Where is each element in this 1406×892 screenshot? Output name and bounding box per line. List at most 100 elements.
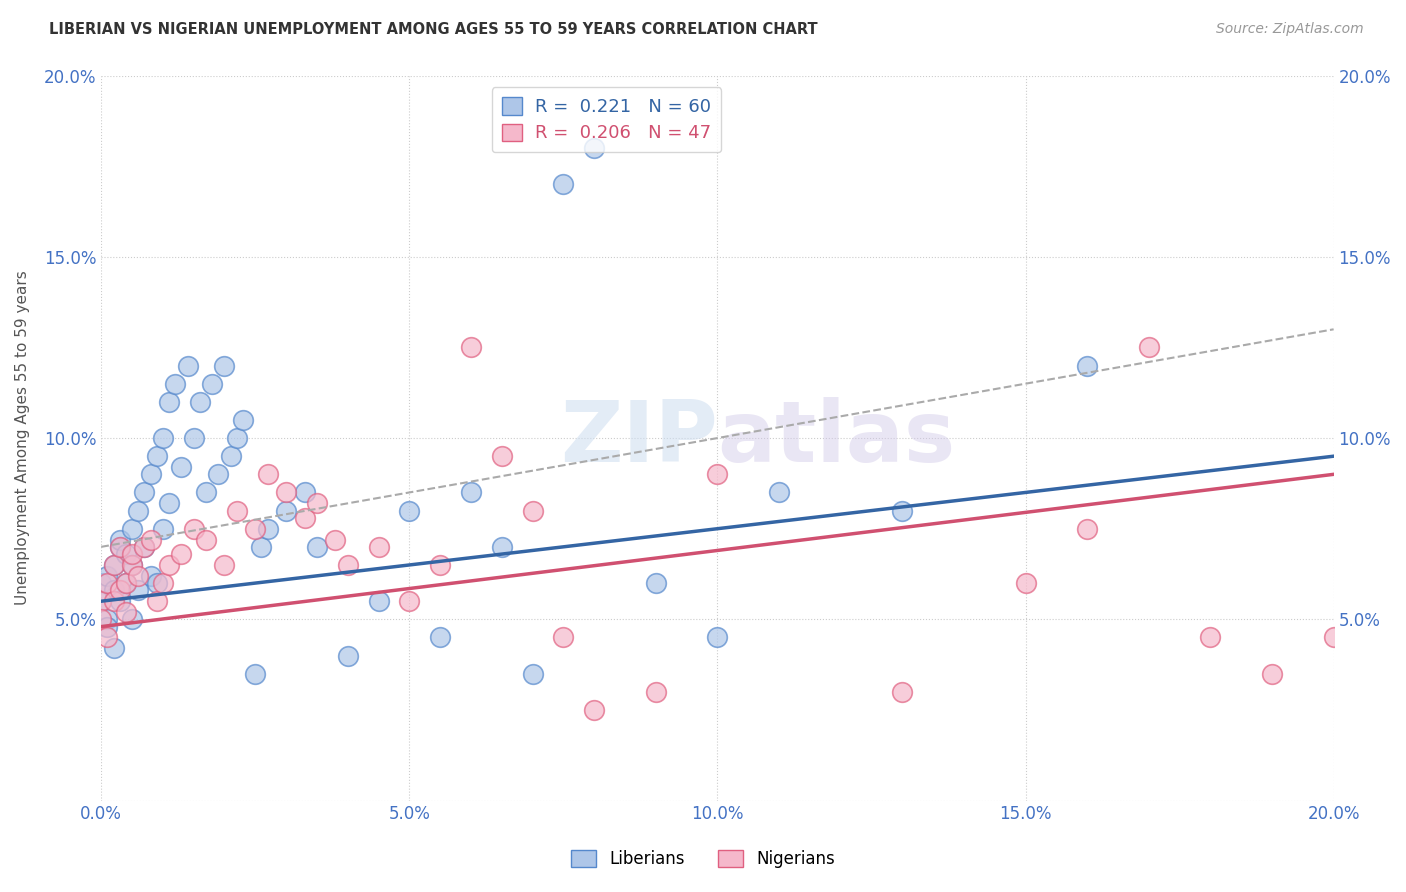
Point bbox=[367, 540, 389, 554]
Point bbox=[491, 449, 513, 463]
Text: LIBERIAN VS NIGERIAN UNEMPLOYMENT AMONG AGES 55 TO 59 YEARS CORRELATION CHART: LIBERIAN VS NIGERIAN UNEMPLOYMENT AMONG … bbox=[49, 22, 818, 37]
Point bbox=[139, 569, 162, 583]
Point bbox=[429, 631, 451, 645]
Point bbox=[891, 503, 914, 517]
Text: Source: ZipAtlas.com: Source: ZipAtlas.com bbox=[1216, 22, 1364, 37]
Point bbox=[90, 594, 112, 608]
Point bbox=[121, 612, 143, 626]
Point bbox=[460, 485, 482, 500]
Point bbox=[121, 558, 143, 572]
Point bbox=[429, 558, 451, 572]
Point bbox=[188, 394, 211, 409]
Point bbox=[157, 558, 180, 572]
Point bbox=[1261, 666, 1284, 681]
Point bbox=[96, 619, 118, 633]
Point bbox=[165, 376, 187, 391]
Point bbox=[232, 413, 254, 427]
Point bbox=[398, 594, 420, 608]
Point bbox=[152, 431, 174, 445]
Point bbox=[176, 359, 198, 373]
Point bbox=[108, 583, 131, 598]
Point bbox=[121, 558, 143, 572]
Point bbox=[152, 522, 174, 536]
Point bbox=[90, 594, 112, 608]
Point bbox=[274, 503, 297, 517]
Point bbox=[96, 576, 118, 591]
Point bbox=[134, 540, 156, 554]
Point bbox=[336, 648, 359, 663]
Point bbox=[145, 576, 167, 591]
Point bbox=[103, 641, 125, 656]
Point bbox=[245, 522, 267, 536]
Point bbox=[115, 576, 138, 591]
Point bbox=[145, 449, 167, 463]
Y-axis label: Unemployment Among Ages 55 to 59 years: Unemployment Among Ages 55 to 59 years bbox=[15, 270, 30, 606]
Text: ZIP: ZIP bbox=[560, 397, 717, 480]
Point bbox=[214, 359, 236, 373]
Point bbox=[127, 569, 149, 583]
Point bbox=[207, 467, 229, 482]
Point bbox=[491, 540, 513, 554]
Point bbox=[1076, 522, 1098, 536]
Point bbox=[367, 594, 389, 608]
Point bbox=[121, 547, 143, 561]
Point bbox=[1137, 340, 1160, 354]
Point bbox=[305, 540, 328, 554]
Point bbox=[398, 503, 420, 517]
Point bbox=[1076, 359, 1098, 373]
Point bbox=[103, 558, 125, 572]
Point bbox=[1014, 576, 1036, 591]
Point bbox=[245, 666, 267, 681]
Point bbox=[250, 540, 273, 554]
Point bbox=[108, 594, 131, 608]
Point bbox=[891, 685, 914, 699]
Legend: Liberians, Nigerians: Liberians, Nigerians bbox=[564, 843, 842, 875]
Point bbox=[157, 394, 180, 409]
Point bbox=[152, 576, 174, 591]
Point bbox=[96, 569, 118, 583]
Point bbox=[201, 376, 224, 391]
Point bbox=[139, 467, 162, 482]
Legend: R =  0.221   N = 60, R =  0.206   N = 47: R = 0.221 N = 60, R = 0.206 N = 47 bbox=[492, 87, 721, 153]
Point bbox=[108, 540, 131, 554]
Point bbox=[522, 666, 544, 681]
Point bbox=[768, 485, 790, 500]
Point bbox=[183, 431, 205, 445]
Point bbox=[644, 685, 666, 699]
Point bbox=[553, 631, 575, 645]
Point bbox=[325, 533, 347, 547]
Point bbox=[583, 141, 606, 155]
Point bbox=[115, 547, 138, 561]
Point bbox=[219, 449, 242, 463]
Point bbox=[1323, 631, 1346, 645]
Point bbox=[157, 496, 180, 510]
Text: atlas: atlas bbox=[717, 397, 956, 480]
Point bbox=[139, 533, 162, 547]
Point bbox=[522, 503, 544, 517]
Point bbox=[170, 460, 193, 475]
Point bbox=[134, 540, 156, 554]
Point bbox=[305, 496, 328, 510]
Point bbox=[115, 576, 138, 591]
Point bbox=[256, 467, 278, 482]
Point bbox=[103, 583, 125, 598]
Point bbox=[134, 485, 156, 500]
Point bbox=[706, 467, 728, 482]
Point bbox=[103, 594, 125, 608]
Point bbox=[145, 594, 167, 608]
Point bbox=[115, 605, 138, 619]
Point bbox=[256, 522, 278, 536]
Point bbox=[108, 533, 131, 547]
Point bbox=[195, 533, 218, 547]
Point bbox=[583, 703, 606, 717]
Point bbox=[103, 558, 125, 572]
Point bbox=[183, 522, 205, 536]
Point bbox=[90, 576, 112, 591]
Point bbox=[225, 503, 247, 517]
Point bbox=[553, 178, 575, 192]
Point bbox=[127, 583, 149, 598]
Point bbox=[225, 431, 247, 445]
Point bbox=[121, 522, 143, 536]
Point bbox=[195, 485, 218, 500]
Point bbox=[90, 612, 112, 626]
